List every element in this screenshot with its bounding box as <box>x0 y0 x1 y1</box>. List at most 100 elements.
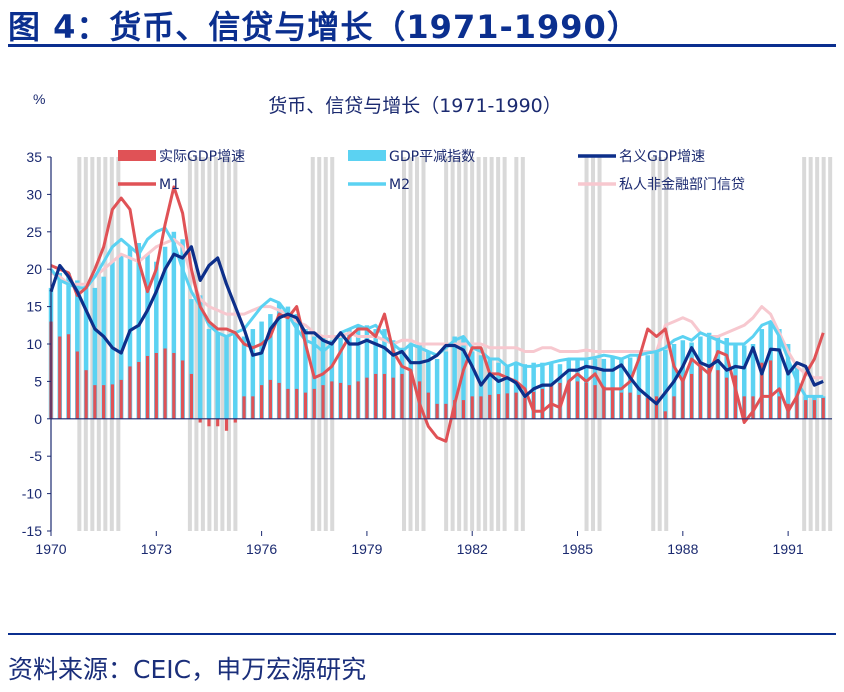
bar-deflator-52 <box>505 364 510 419</box>
bar-deflator-20 <box>224 336 229 419</box>
bar-real-gdp-37 <box>374 373 378 419</box>
bar-real-gdp-21 <box>233 418 237 423</box>
bar-real-gdp-85 <box>795 396 799 419</box>
bar-real-gdp-51 <box>496 394 501 419</box>
bar-real-gdp-5 <box>93 385 97 419</box>
recession-stripe-4 <box>489 157 494 531</box>
bar-deflator-16 <box>189 299 194 419</box>
bar-real-gdp-80 <box>751 396 755 419</box>
bar-real-gdp-61 <box>584 382 588 419</box>
bar-deflator-14 <box>171 231 177 419</box>
bar-deflator-48 <box>469 351 475 419</box>
bar-real-gdp-78 <box>733 375 738 419</box>
bar-real-gdp-15 <box>181 360 185 419</box>
recession-stripe-8 <box>828 157 833 531</box>
x-tick-label-1988: 1988 <box>667 541 698 557</box>
recession-stripe-0 <box>90 157 95 531</box>
y-tick-label-5: 5 <box>34 373 42 389</box>
bar-real-gdp-53 <box>514 392 518 419</box>
y-tick-label-35: 35 <box>26 149 42 165</box>
x-tick-label-1976: 1976 <box>246 541 277 557</box>
bar-deflator-18 <box>206 329 212 419</box>
bar-deflator-45 <box>443 351 449 419</box>
bar-real-gdp-76 <box>716 370 720 419</box>
bar-real-gdp-18 <box>207 418 211 427</box>
bar-real-gdp-63 <box>602 386 606 419</box>
bar-real-gdp-68 <box>646 397 650 419</box>
x-tick-label-1982: 1982 <box>457 541 488 557</box>
bar-real-gdp-35 <box>356 381 360 419</box>
recession-stripe-7 <box>664 157 669 531</box>
bar-real-gdp-32 <box>330 381 334 419</box>
bar-real-gdp-17 <box>198 418 202 423</box>
bar-deflator-19 <box>215 332 220 419</box>
bar-deflator-5 <box>92 287 98 419</box>
bar-deflator-4 <box>83 284 89 419</box>
bar-real-gdp-22 <box>242 396 246 419</box>
bar-deflator-31 <box>320 336 326 419</box>
bar-deflator-33 <box>338 336 343 419</box>
x-tick-label-1991: 1991 <box>773 541 804 557</box>
recession-stripe-7 <box>651 157 656 531</box>
y-tick-label--10: -10 <box>22 486 42 502</box>
axes: -15 -10 -5 0 5 10 15 20 25 30 35 1970 1973 1976 1979 19… <box>22 149 832 557</box>
bar-deflator-25 <box>268 314 273 419</box>
recession-stripe-8 <box>821 157 826 531</box>
bar-real-gdp-4 <box>84 370 88 419</box>
legend-label-M1: M1 <box>159 177 180 193</box>
bar-real-gdp-12 <box>154 352 158 419</box>
recession-stripe-6 <box>591 157 596 531</box>
legend[interactable]: 实际GDP增速 GDP平减指数 名义GDP增速 M1 M2 私人非金融部门信贷 <box>118 149 745 193</box>
recession-stripe-0 <box>116 157 121 531</box>
bar-real-gdp-45 <box>444 403 448 419</box>
bar-real-gdp-86 <box>804 400 808 419</box>
bar-real-gdp-14 <box>172 352 176 419</box>
recession-stripe-6 <box>584 157 589 531</box>
bar-real-gdp-79 <box>742 396 746 419</box>
bar-real-gdp-48 <box>470 396 474 419</box>
recession-stripe-0 <box>96 157 101 531</box>
recession-stripe-1 <box>226 157 231 531</box>
bar-deflator-7 <box>110 261 115 419</box>
recession-stripe-8 <box>808 157 813 531</box>
bar-deflator-35 <box>355 325 361 419</box>
bar-real-gdp-25 <box>268 379 272 419</box>
bar-real-gdp-62 <box>593 385 597 419</box>
x-tick-label-1985: 1985 <box>562 541 593 557</box>
line-M1 <box>50 185 825 443</box>
line-series-group <box>49 185 825 443</box>
recession-stripe-1 <box>220 157 225 531</box>
chart-area: -15 -10 -5 0 5 10 15 20 25 30 35 1970 1973 1976 1979 19… <box>22 91 833 557</box>
bar-real-gdp-54 <box>523 397 527 419</box>
figure-title: 图 4：货币、信贷与增长（1971-1990） <box>8 8 640 46</box>
title-rule <box>8 44 836 47</box>
y-tick-label-30: 30 <box>26 186 42 202</box>
bar-deflator-21 <box>233 332 238 419</box>
bar-real-gdp-28 <box>295 388 299 419</box>
bar-real-gdp-73 <box>689 373 694 419</box>
bar-real-gdp-40 <box>400 373 404 419</box>
bar-deflator-24 <box>259 321 264 419</box>
bar-real-gdp-8 <box>119 379 123 419</box>
bar-deflator-6 <box>101 276 106 419</box>
bar-real-gdp-57 <box>549 385 553 419</box>
bar-deflator-32 <box>329 340 335 419</box>
bar-real-gdp-19 <box>216 418 220 427</box>
source-note: 资料来源：CEIC，申万宏源研究 <box>8 655 367 684</box>
bar-real-gdp-23 <box>251 396 255 419</box>
bar-deflator-43 <box>426 351 431 419</box>
bar-real-gdp-1 <box>58 336 62 419</box>
bar-deflator-80 <box>750 344 756 419</box>
legend-label-实际GDP增速: 实际GDP增速 <box>159 149 245 165</box>
recession-stripe-5 <box>520 157 525 531</box>
bar-real-gdp-13 <box>163 348 167 419</box>
bar-real-gdp-49 <box>479 396 483 419</box>
y-axis-unit-label: % <box>33 91 45 107</box>
recession-stripe-6 <box>597 157 602 531</box>
bar-real-gdp-39 <box>391 377 395 419</box>
x-tick-label-1979: 1979 <box>351 541 382 557</box>
bar-deflator-22 <box>241 336 247 419</box>
bar-real-gdp-6 <box>102 385 106 419</box>
bar-deflator-68 <box>645 355 650 419</box>
bar-real-gdp-24 <box>260 385 264 419</box>
